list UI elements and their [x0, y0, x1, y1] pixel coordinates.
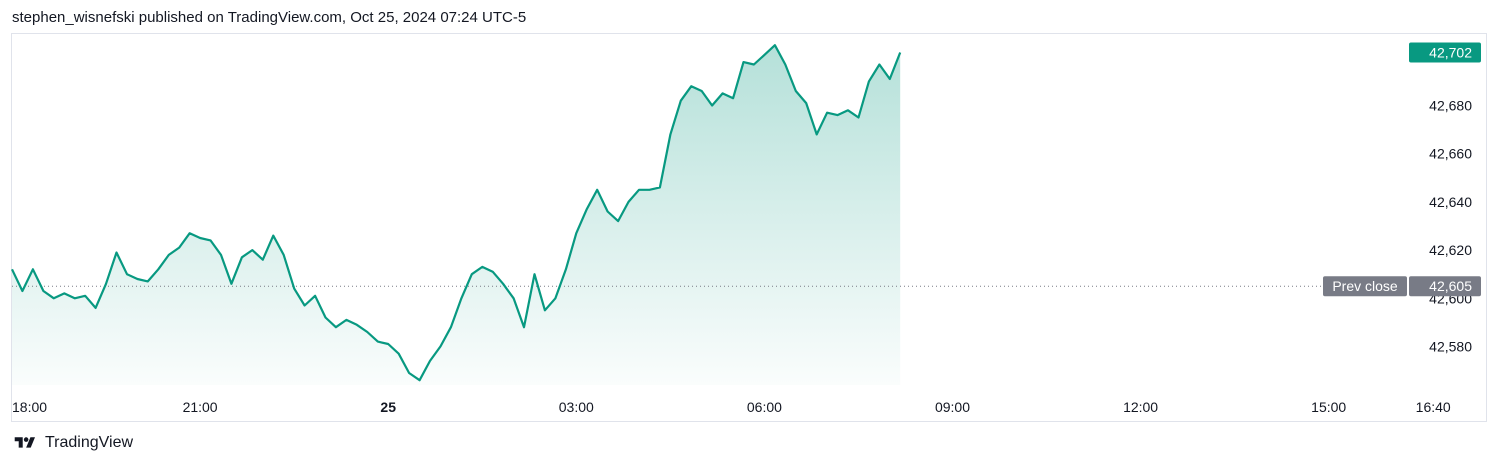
x-tick-label: 15:00 [1311, 399, 1346, 415]
price-line [11, 44, 902, 382]
x-tick-label: 16:40 [1416, 399, 1451, 415]
x-tick-label: 03:00 [559, 399, 594, 415]
y-tick-label: 42,580 [1429, 338, 1472, 354]
y-tick-label: 42,620 [1429, 242, 1472, 258]
y-tick-label: 42,640 [1429, 194, 1472, 210]
prev-close-value-label: 42,605 [1429, 278, 1472, 294]
price-area-fill [12, 45, 901, 385]
chart-frame [11, 33, 1487, 422]
x-tick-label: 25 [380, 399, 396, 415]
prev-close-label: Prev close [1332, 278, 1398, 294]
x-tick-label: 06:00 [747, 399, 782, 415]
publish-info: stephen_wisnefski published on TradingVi… [12, 9, 527, 26]
last-price-label: 42,702 [1429, 44, 1472, 60]
y-tick-label: 42,660 [1429, 146, 1472, 162]
last-price-badge [1409, 42, 1481, 63]
x-tick-label: 09:00 [935, 399, 970, 415]
prev-close-tag [1323, 276, 1407, 297]
y-tick-label: 42,680 [1429, 97, 1472, 113]
footer-brand: TradingView [12, 434, 133, 452]
prev-close-value-badge [1409, 276, 1481, 297]
x-tick-label: 12:00 [1123, 399, 1158, 415]
tradingview-logo-icon [14, 437, 35, 448]
x-tick-label: 21:00 [183, 399, 218, 415]
x-tick-label: 18:00 [12, 399, 47, 415]
tradingview-brand-label: TradingView [45, 434, 134, 451]
